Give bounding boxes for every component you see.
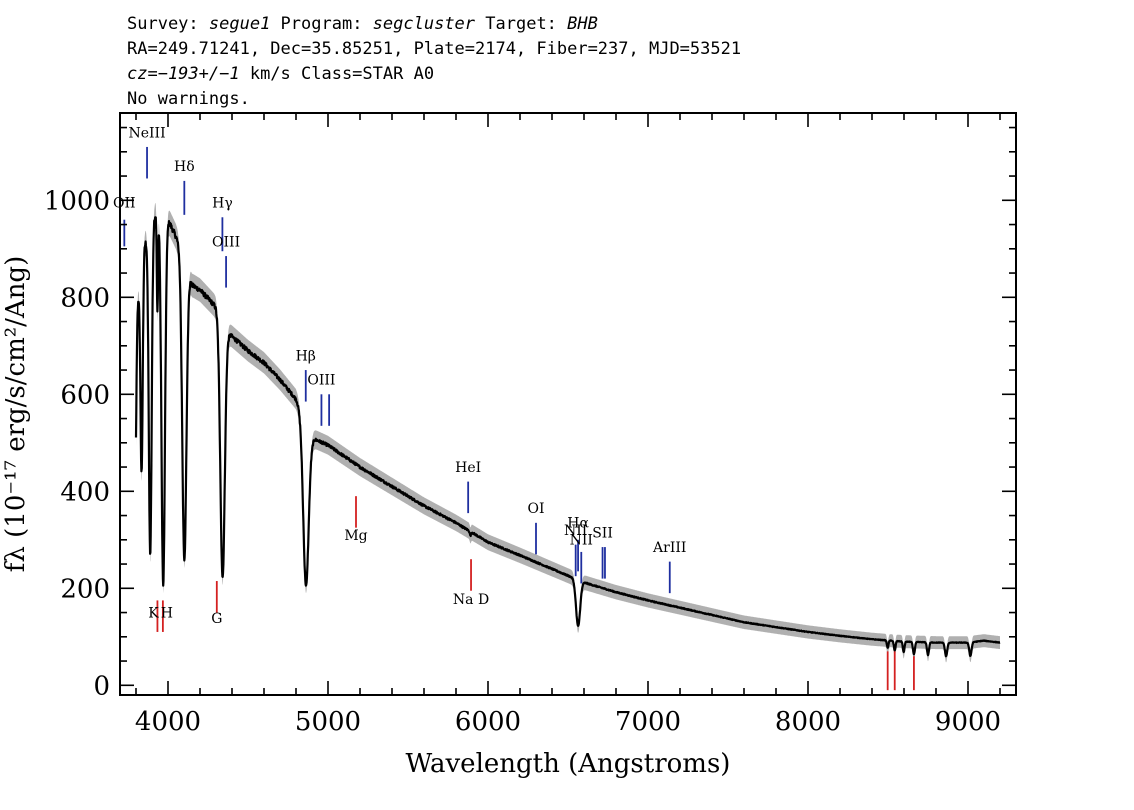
emission-line-label-9: OI — [527, 501, 544, 517]
emission-line-label-2: Hδ — [174, 159, 195, 175]
header-line1-part-2: Program: — [270, 14, 372, 34]
y-tick-label-5: 1000 — [44, 186, 110, 216]
absorption-line-label-0: K — [148, 605, 159, 621]
y-tick-label-2: 400 — [60, 477, 110, 507]
x-tick-label-3: 7000 — [615, 707, 681, 737]
header-line1-part-4: Target: — [475, 14, 567, 34]
header-line1-part-5: BHB — [567, 14, 598, 34]
emission-line-label-10: NII — [564, 523, 587, 539]
emission-line-label-4: OIII — [212, 234, 240, 250]
emission-line-label-15: ArIII — [652, 540, 686, 556]
emission-line-label-1: NeIII — [128, 125, 165, 141]
emission-line-label-8: HeI — [455, 460, 481, 476]
axes: 4000 5000 6000 7000 8000 9000 0 200 400 600 800 100… — [44, 112, 1017, 737]
header-line2-part-0: RA=249.71241, Dec=35.85251, Plate=2174, … — [127, 39, 741, 59]
header-line1-part-3: segcluster — [373, 14, 476, 34]
emission-line-label-12: NII — [570, 533, 593, 549]
header-line3-part-1: km/s Class=STAR A0 — [240, 64, 434, 84]
spectrum-path — [134, 216, 1001, 658]
emission-line-label-11: Hα — [567, 516, 589, 532]
absorption-line-label-3: Mg — [344, 528, 367, 544]
emission-line-label-0: OII — [113, 196, 136, 212]
x-tick-label-2: 6000 — [455, 707, 521, 737]
emission-line-label-5: Hβ — [296, 348, 316, 364]
absorption-line-label-4: Na D — [453, 592, 489, 608]
emission-line-label-13: SII — [592, 525, 613, 541]
y-tick-label-1: 200 — [60, 574, 110, 604]
error-band-area — [136, 203, 1000, 663]
absorption-line-label-1: H — [161, 605, 173, 621]
plot-frame — [119, 112, 1017, 696]
y-tick-label-4: 800 — [60, 283, 110, 313]
x-tick-label-4: 8000 — [775, 707, 841, 737]
emission-line-label-3: Hγ — [212, 196, 233, 212]
y-tick-label-0: 0 — [93, 671, 110, 701]
header-line-4: No warnings. — [127, 89, 250, 109]
header-line1-part-1: segue1 — [209, 14, 270, 34]
x-tick-label-0: 4000 — [135, 707, 201, 737]
x-tick-label-5: 9000 — [935, 707, 1001, 737]
header-line4-part-0: No warnings. — [127, 89, 250, 109]
emission-line-label-6: OIII — [307, 373, 335, 389]
header-line-1: Survey: segue1 Program: segcluster Targe… — [127, 14, 598, 34]
header-line1-part-0: Survey: — [127, 14, 209, 34]
header-line-2: RA=249.71241, Dec=35.85251, Plate=2174, … — [127, 39, 741, 59]
y-tick-label-3: 600 — [60, 380, 110, 410]
absorption-line-label-2: G — [211, 611, 222, 627]
x-tick-label-1: 5000 — [295, 707, 361, 737]
spectrum-header: Survey: segue1 Program: segcluster Targe… — [127, 14, 741, 109]
header-line-3: cz=−193+/−1 km/s Class=STAR A0 — [127, 64, 434, 84]
error-band — [136, 203, 1000, 663]
y-axis-label: fλ (10⁻¹⁷ erg/s/cm²/Ang) — [1, 256, 31, 572]
header-line3-part-0: cz=−193+/−1 — [127, 64, 240, 84]
x-axis-label: Wavelength (Angstroms) — [406, 749, 731, 779]
spectrum-line — [134, 216, 1001, 658]
